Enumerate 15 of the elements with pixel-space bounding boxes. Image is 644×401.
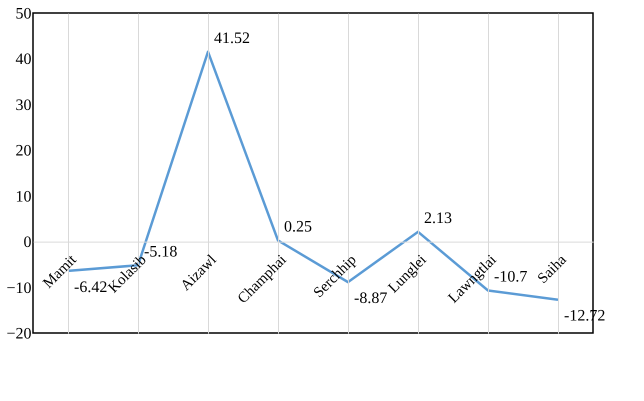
y-tick-label: −20 <box>6 326 32 342</box>
y-tick-label: −10 <box>6 280 32 297</box>
y-tick-label: 10 <box>16 188 32 206</box>
data-label: -6.42 <box>74 278 108 296</box>
data-label: -8.87 <box>354 290 388 308</box>
data-label: -5.18 <box>144 243 178 260</box>
y-tick-label: 30 <box>16 96 32 114</box>
y-tick-label: 20 <box>16 142 32 160</box>
data-label: 0.25 <box>284 218 312 236</box>
y-tick-label: 50 <box>16 6 32 22</box>
data-label: 41.52 <box>214 30 250 47</box>
data-label: 2.13 <box>424 210 452 227</box>
y-tick-label: 0 <box>24 234 32 252</box>
y-tick-label: 40 <box>16 51 32 68</box>
data-label: -10.7 <box>494 268 528 286</box>
